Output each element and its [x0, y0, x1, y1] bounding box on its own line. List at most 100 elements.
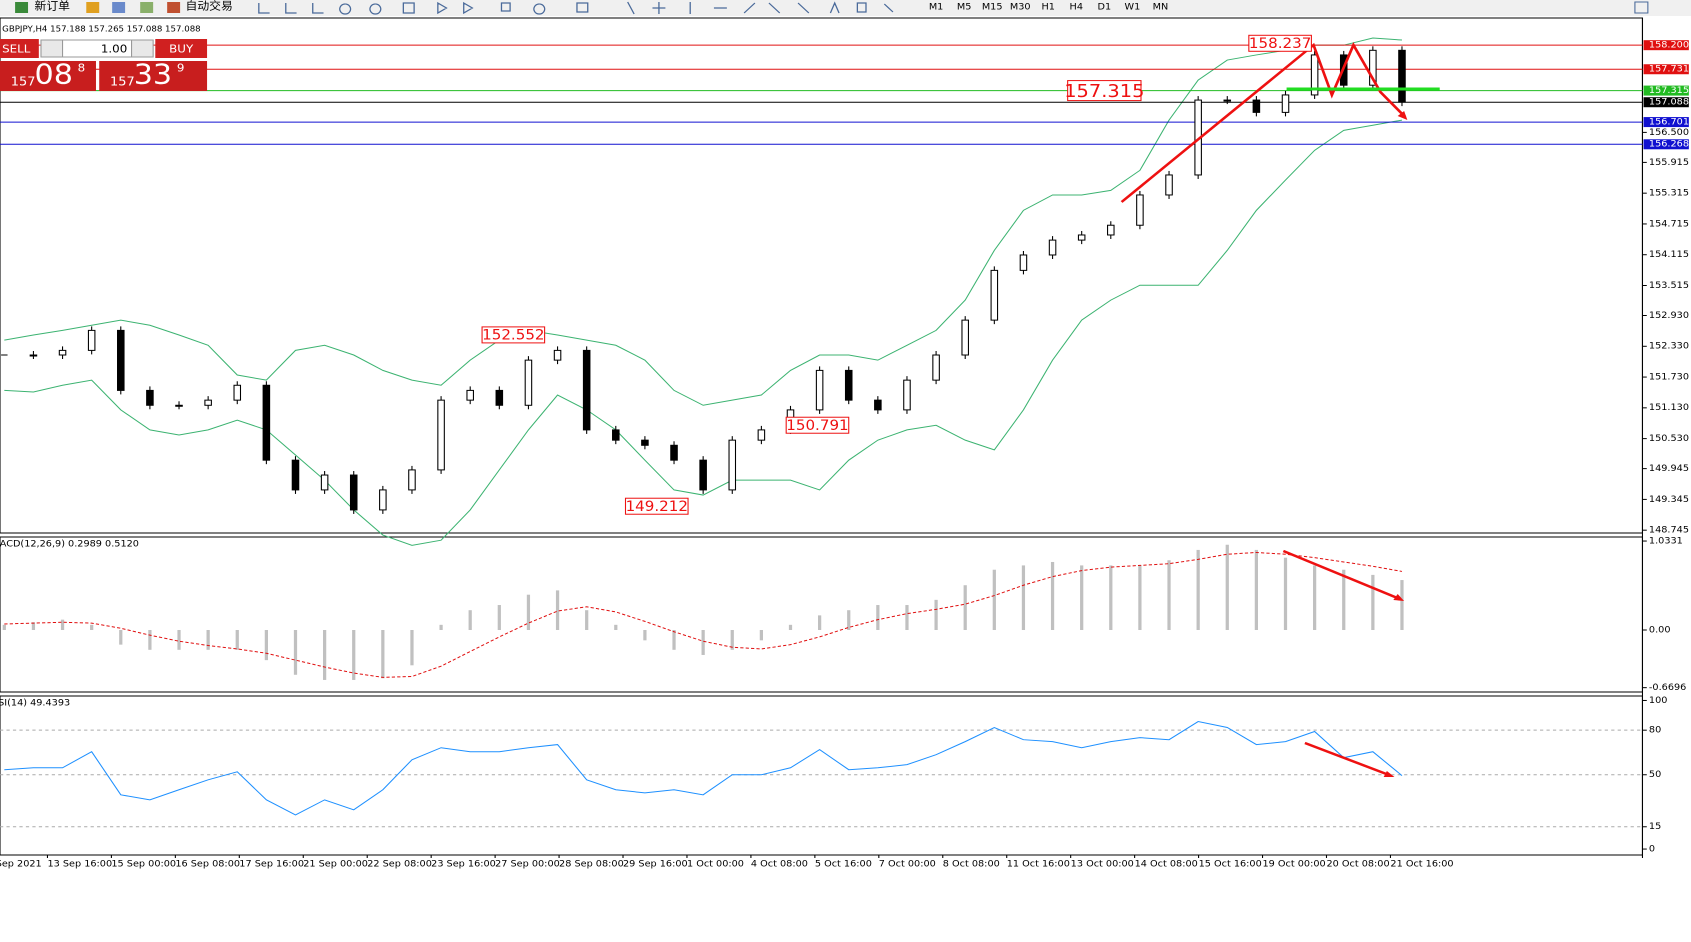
- x-tick-label: Sep 2021: [0, 859, 42, 870]
- new-order[interactable]: 新订单: [35, 0, 71, 12]
- icon[interactable]: [112, 2, 126, 13]
- histogram-bar: [1196, 549, 1200, 630]
- histogram-bar: [293, 630, 298, 675]
- histogram-bar: [614, 624, 618, 630]
- bid-pips[interactable]: 08: [35, 58, 73, 91]
- x-tick-label: 20 Oct 08:00: [1326, 859, 1389, 870]
- x-tick-label: 5 Oct 16:00: [815, 859, 872, 870]
- histogram-bar: [148, 630, 152, 650]
- arrow-head: [1397, 111, 1408, 120]
- price-level-label: 156.701: [1649, 117, 1689, 128]
- x-tick-label: 13 Sep 16:00: [47, 859, 112, 870]
- timeframe-button[interactable]: M5: [957, 2, 972, 13]
- candle: [961, 319, 969, 356]
- candle: [58, 349, 67, 356]
- y-tick-label: 154.115: [1649, 249, 1689, 260]
- histogram-bar: [1080, 565, 1084, 630]
- histogram-bar: [1050, 561, 1055, 630]
- y-tick-label: 15: [1649, 821, 1661, 832]
- rsi-line: [4, 721, 1403, 816]
- timeframe-button[interactable]: D1: [1098, 2, 1112, 13]
- icon[interactable]: [15, 2, 29, 13]
- histogram-bar: [1138, 565, 1142, 630]
- timeframe-button[interactable]: MN: [1153, 2, 1169, 13]
- histogram-bar: [759, 630, 763, 641]
- ask-box[interactable]: [99, 61, 208, 91]
- lot-value[interactable]: 1.00: [101, 42, 127, 55]
- analysis-drawings: 158.237 157.315 152.552 150.791 149.212: [481, 34, 1440, 777]
- timeframe-button[interactable]: W1: [1124, 2, 1140, 13]
- x-tick-label: 1 Oct 00:00: [687, 859, 744, 870]
- search[interactable]: [1634, 1, 1649, 14]
- ask-pips[interactable]: 33: [134, 58, 172, 91]
- chart-header: GBPJPY,H4 157.188 157.265 157.088 157.08…: [2, 24, 200, 34]
- histogram-bar: [817, 615, 822, 630]
- candle: [1048, 239, 1057, 256]
- price-callout-box: [785, 416, 850, 434]
- candle: [349, 474, 358, 511]
- candle: [408, 469, 416, 491]
- histogram-bar: [60, 619, 65, 630]
- x-tick-label: 11 Oct 16:00: [1007, 859, 1070, 870]
- timeframe-button[interactable]: M30: [1010, 2, 1031, 13]
- candle: [1252, 99, 1261, 113]
- histogram-bar: [1400, 580, 1404, 630]
- timeframe-button[interactable]: M15: [982, 2, 1003, 13]
- histogram-bar: [905, 605, 909, 630]
- x-tick-label: 7 Oct 00:00: [879, 859, 936, 870]
- y-tick-label: 155.915: [1649, 157, 1689, 168]
- bid-point[interactable]: 8: [78, 61, 86, 74]
- histogram-bar: [672, 630, 676, 650]
- price-callout: 157.315: [1064, 81, 1144, 101]
- candle: [553, 349, 562, 361]
- icon[interactable]: [167, 2, 181, 13]
- candle: [728, 439, 737, 491]
- timeframe-button[interactable]: M1: [929, 2, 944, 13]
- y-tick-label: 149.345: [1649, 494, 1689, 505]
- candle: [379, 489, 387, 511]
- sell-button[interactable]: [0, 39, 39, 58]
- candle: [117, 329, 125, 391]
- price-callout-box: [1067, 80, 1142, 102]
- buy-label[interactable]: BUY: [169, 42, 193, 55]
- indicator-label: MACD(12,26,9) 0.2989 0.5120: [0, 539, 139, 550]
- timeframe-button[interactable]: H1: [1042, 2, 1056, 13]
- price-level-tag: [1643, 64, 1689, 75]
- lot-up[interactable]: [131, 39, 154, 58]
- price-level-tag: [1643, 40, 1689, 51]
- price-callout: 158.237: [1249, 36, 1311, 52]
- histogram-bar: [119, 630, 123, 645]
- histogram-bar: [235, 630, 239, 650]
- candle: [1019, 254, 1028, 271]
- ask-big-figure[interactable]: 157: [110, 74, 135, 88]
- histogram-bar: [526, 594, 531, 630]
- timeframe-button[interactable]: H4: [1070, 2, 1084, 13]
- histogram-bar: [1342, 569, 1346, 630]
- icon[interactable]: [86, 2, 100, 13]
- arrow-head: [1383, 771, 1395, 777]
- histogram-bar: [410, 630, 414, 666]
- x-tick-label: 15 Sep 00:00: [111, 859, 176, 870]
- histogram-bar: [788, 624, 793, 630]
- y-tick-label: 150.530: [1649, 433, 1689, 444]
- candle: [990, 269, 999, 321]
- ask-point[interactable]: 9: [177, 61, 185, 74]
- price-level-label: 156.268: [1649, 139, 1689, 150]
- auto-trading[interactable]: 自动交易: [185, 0, 232, 12]
- lot-down[interactable]: [40, 39, 64, 58]
- bid-big-figure[interactable]: 157: [11, 74, 36, 88]
- histogram-bar: [1225, 544, 1229, 630]
- candle: [612, 429, 620, 441]
- histogram-bar: [701, 630, 705, 655]
- candle: [1310, 54, 1319, 96]
- histogram-bar: [730, 630, 734, 650]
- price-level-tag: [1643, 85, 1689, 96]
- sell-label[interactable]: SELL: [2, 42, 31, 55]
- icon[interactable]: [140, 2, 154, 13]
- buy-button[interactable]: [155, 39, 208, 58]
- histogram-bar: [439, 624, 443, 630]
- bid-box[interactable]: [0, 61, 96, 91]
- histogram-bar: [497, 605, 501, 630]
